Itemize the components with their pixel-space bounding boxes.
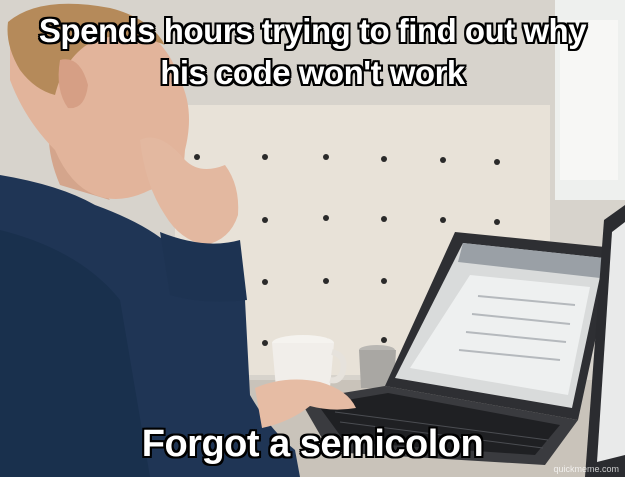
metal-cup (359, 345, 396, 388)
top-caption-line-1: Spends hours trying to find out why (38, 11, 588, 50)
ear (58, 59, 88, 109)
hand-on-chin (140, 137, 239, 245)
laptop-keys (318, 393, 560, 455)
keyboard-rows (334, 411, 549, 449)
bright-window-frame (560, 20, 618, 180)
top-caption: Spends hours trying to find out why his … (0, 10, 625, 94)
bottom-caption: Forgot a semicolon (141, 422, 485, 466)
second-monitor-screen (597, 222, 625, 462)
screen-window-header (458, 243, 604, 278)
laptop (300, 232, 615, 465)
programmer (0, 3, 356, 477)
sweater-shadow (0, 230, 150, 477)
sleeve-cuff (160, 232, 247, 302)
screen-text-lines (458, 295, 576, 361)
top-caption-line-2: his code won't work (159, 53, 466, 92)
typing-hand (255, 379, 356, 428)
hair (7, 3, 165, 95)
coffee-mug (272, 335, 347, 392)
watermark: quickmeme.com (553, 464, 619, 474)
